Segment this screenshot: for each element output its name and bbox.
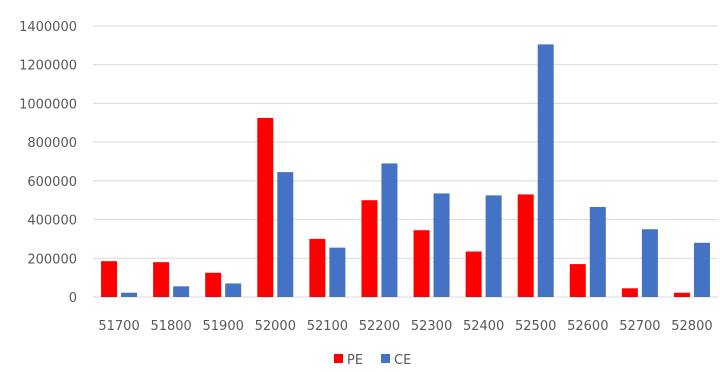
bar-ce-51700 [121, 292, 138, 297]
bar-ce-52300 [433, 193, 450, 297]
x-tick-label: 51800 [150, 319, 191, 334]
x-tick-label: 52100 [307, 319, 348, 334]
x-tick-label: 52200 [359, 319, 400, 334]
x-tick-label: 52700 [619, 319, 660, 334]
x-tick-label: 51900 [203, 319, 244, 334]
x-tick-label: 52600 [567, 319, 608, 334]
bar-pe-52200 [361, 200, 378, 297]
bar-ce-52400 [485, 195, 502, 297]
legend-swatch-ce [381, 354, 390, 363]
legend-swatch-pe [334, 354, 343, 363]
bar-ce-52600 [589, 206, 606, 297]
bar-pe-52500 [517, 194, 534, 297]
bar-pe-51700 [101, 261, 118, 297]
y-tick-label: 800000 [27, 136, 77, 151]
bar-pe-51800 [153, 262, 170, 297]
y-tick-label: 1000000 [19, 97, 77, 112]
bar-ce-52500 [537, 44, 554, 298]
bar-ce-52200 [381, 163, 398, 297]
y-tick-label: 1400000 [19, 20, 77, 35]
bar-pe-51900 [205, 272, 222, 297]
y-tick-label: 600000 [27, 175, 77, 190]
bar-pe-52100 [309, 238, 326, 297]
bar-ce-52700 [641, 229, 658, 297]
bar-ce-52000 [277, 172, 294, 297]
bar-pe-52000 [257, 117, 274, 297]
y-tick-label: 200000 [27, 252, 77, 267]
bar-ce-52800 [693, 242, 710, 297]
x-tick-label: 52300 [411, 319, 452, 334]
legend-label-ce: CE [394, 353, 411, 368]
bar-pe-52300 [413, 230, 430, 297]
x-tick-label: 52500 [515, 319, 556, 334]
bar-pe-52400 [465, 251, 482, 297]
y-tick-label: 1200000 [19, 59, 77, 74]
bar-pe-52600 [569, 264, 586, 297]
legend-label-pe: PE [347, 353, 363, 368]
bar-ce-51800 [173, 286, 190, 297]
x-tick-label: 51700 [98, 319, 139, 334]
bar-ce-51900 [225, 283, 242, 297]
x-tick-label: 52400 [463, 319, 504, 334]
y-tick-label: 400000 [27, 214, 77, 229]
x-tick-label: 52000 [255, 319, 296, 334]
bar-ce-52100 [329, 247, 346, 297]
bar-pe-52800 [673, 292, 690, 297]
bar-pe-52700 [621, 288, 638, 297]
y-tick-label: 0 [69, 291, 77, 306]
x-tick-label: 52800 [671, 319, 712, 334]
